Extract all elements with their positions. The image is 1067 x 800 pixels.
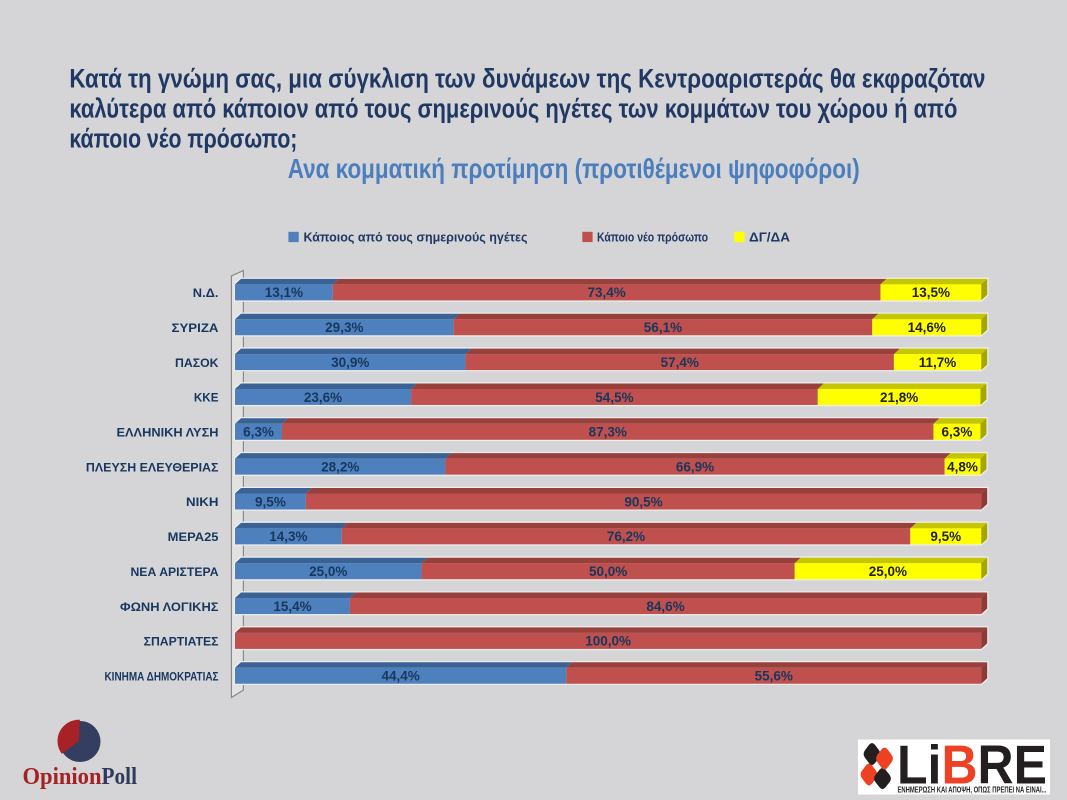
- svg-text:23,6%: 23,6%: [304, 390, 342, 405]
- svg-text:29,3%: 29,3%: [325, 320, 363, 335]
- svg-text:Ν.Δ.: Ν.Δ.: [193, 286, 219, 300]
- svg-text:Κάποιος από τους σημερινούς ηγ: Κάποιος από τους σημερινούς ηγέτες: [304, 230, 528, 245]
- svg-text:Poll: Poll: [102, 764, 138, 790]
- svg-text:κάποιο νέο πρόσωπο;: κάποιο νέο πρόσωπο;: [69, 123, 297, 153]
- svg-text:ΕΝΗΜΕΡΩΣΗ ΚΑΙ ΑΠΟΨΗ, ΟΠΩΣ ΠΡΕΠ: ΕΝΗΜΕΡΩΣΗ ΚΑΙ ΑΠΟΨΗ, ΟΠΩΣ ΠΡΕΠΕΙ ΝΑ ΕΙΝΑ…: [898, 785, 1047, 795]
- svg-text:6,3%: 6,3%: [942, 425, 973, 440]
- svg-text:54,5%: 54,5%: [595, 390, 633, 405]
- svg-text:25,0%: 25,0%: [869, 564, 907, 579]
- svg-text:4,8%: 4,8%: [947, 459, 978, 474]
- svg-text:66,9%: 66,9%: [676, 459, 714, 474]
- svg-text:ΣΠΑΡΤΙΑΤΕΣ: ΣΠΑΡΤΙΑΤΕΣ: [144, 635, 219, 649]
- svg-text:ΔΓ/ΔΑ: ΔΓ/ΔΑ: [749, 230, 791, 245]
- svg-text:56,1%: 56,1%: [644, 320, 682, 335]
- svg-text:13,5%: 13,5%: [912, 285, 950, 300]
- svg-text:ΠΑΣΟΚ: ΠΑΣΟΚ: [175, 356, 219, 370]
- svg-text:ΝΙΚΗ: ΝΙΚΗ: [186, 495, 219, 509]
- svg-text:73,4%: 73,4%: [587, 285, 625, 300]
- svg-text:50,0%: 50,0%: [589, 564, 627, 579]
- svg-text:87,3%: 87,3%: [589, 425, 627, 440]
- svg-text:Κάποιο νέο πρόσωπο: Κάποιο νέο πρόσωπο: [597, 230, 708, 245]
- svg-text:6,3%: 6,3%: [243, 425, 274, 440]
- svg-text:15,4%: 15,4%: [273, 599, 311, 614]
- svg-text:13,1%: 13,1%: [265, 285, 303, 300]
- svg-text:ΚΚΕ: ΚΚΕ: [194, 391, 219, 405]
- svg-text:21,8%: 21,8%: [880, 390, 918, 405]
- svg-text:84,6%: 84,6%: [646, 599, 684, 614]
- svg-text:100,0%: 100,0%: [585, 634, 631, 649]
- svg-text:ΕΛΛΗΝΙΚΗ ΛΥΣΗ: ΕΛΛΗΝΙΚΗ ΛΥΣΗ: [117, 426, 219, 440]
- svg-text:30,9%: 30,9%: [331, 355, 369, 370]
- svg-text:ΚΙΝΗΜΑ ΔΗΜΟΚΡΑΤΙΑΣ: ΚΙΝΗΜΑ ΔΗΜΟΚΡΑΤΙΑΣ: [105, 669, 219, 683]
- svg-text:14,6%: 14,6%: [908, 320, 946, 335]
- svg-text:9,5%: 9,5%: [930, 529, 961, 544]
- svg-text:Opinion: Opinion: [23, 764, 102, 790]
- svg-text:76,2%: 76,2%: [607, 529, 645, 544]
- svg-text:44,4%: 44,4%: [382, 669, 420, 684]
- svg-text:90,5%: 90,5%: [624, 494, 662, 509]
- svg-text:Κατά τη γνώμη σας, μια σύγκλισ: Κατά τη γνώμη σας, μια σύγκλιση των δυνά…: [69, 63, 985, 93]
- svg-text:11,7%: 11,7%: [919, 355, 957, 370]
- svg-text:55,6%: 55,6%: [755, 669, 793, 684]
- svg-text:καλύτερα από κάποιον από τους: καλύτερα από κάποιον από τους σημερινούς…: [69, 93, 957, 123]
- svg-text:9,5%: 9,5%: [255, 494, 286, 509]
- svg-text:ΜΕΡΑ25: ΜΕΡΑ25: [168, 530, 219, 544]
- svg-text:57,4%: 57,4%: [661, 355, 699, 370]
- svg-text:LiBRE: LiBRE: [897, 733, 1047, 795]
- svg-text:Ανα κομματική προτίμηση (προτι: Ανα κομματική προτίμηση (προτιθέμενοι ψη…: [288, 153, 860, 184]
- svg-text:25,0%: 25,0%: [309, 564, 347, 579]
- svg-text:ΦΩΝΗ ΛΟΓΙΚΗΣ: ΦΩΝΗ ΛΟΓΙΚΗΣ: [120, 600, 219, 614]
- svg-text:28,2%: 28,2%: [321, 459, 359, 474]
- svg-text:ΝΕΑ ΑΡΙΣΤΕΡΑ: ΝΕΑ ΑΡΙΣΤΕΡΑ: [131, 565, 219, 579]
- svg-text:ΠΛΕΥΣΗ ΕΛΕΥΘΕΡΙΑΣ: ΠΛΕΥΣΗ ΕΛΕΥΘΕΡΙΑΣ: [86, 460, 219, 474]
- svg-text:ΣΥΡΙΖΑ: ΣΥΡΙΖΑ: [172, 321, 220, 335]
- svg-text:14,3%: 14,3%: [269, 529, 307, 544]
